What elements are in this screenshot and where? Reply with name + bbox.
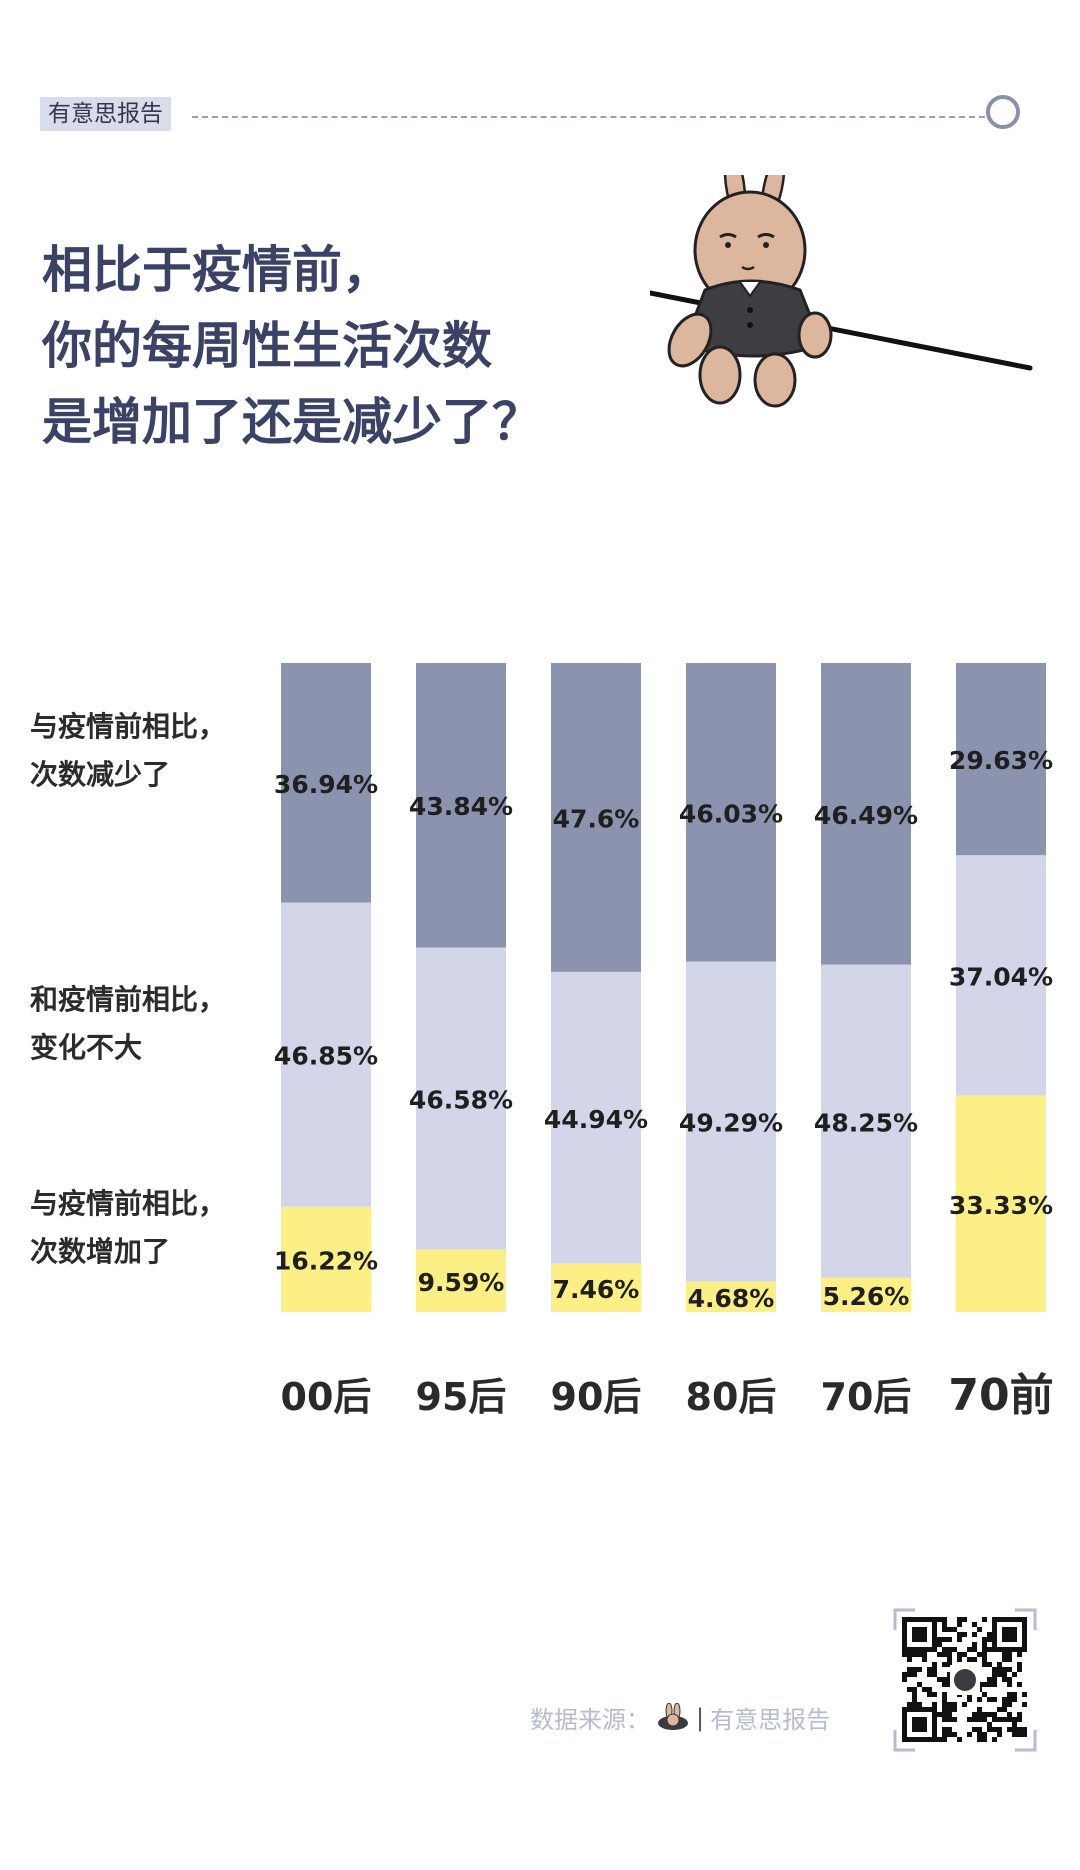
category-label-80后: 80后	[686, 1375, 777, 1419]
title-line-3: 是增加了还是减少了？	[42, 393, 542, 451]
category-label-90后: 90后	[551, 1375, 642, 1419]
data-label-70后-0: 46.49%	[814, 801, 918, 830]
legend-label-increased: 与疫情前相比， 次数增加了	[30, 1180, 226, 1276]
data-label-00后-2: 16.22%	[274, 1246, 378, 1275]
category-label-00后: 00后	[281, 1375, 372, 1419]
bar-segment-80后-2	[686, 1281, 776, 1312]
bar-segment-95后-0	[416, 663, 506, 948]
data-label-80后-0: 46.03%	[679, 799, 783, 828]
bar-segment-95后-1	[416, 947, 506, 1250]
page-title: 相比于疫情前， 你的每周性生活次数 是增加了还是减少了？	[42, 232, 542, 460]
data-label-90后-1: 44.94%	[544, 1105, 648, 1134]
category-label-70后: 70后	[821, 1375, 912, 1419]
data-label-00后-0: 36.94%	[274, 770, 378, 799]
data-label-00后-1: 46.85%	[274, 1042, 378, 1071]
bar-segment-90后-0	[551, 663, 641, 972]
legend-label-decreased: 与疫情前相比， 次数减少了	[30, 703, 226, 799]
bar-segment-70前-2	[956, 1095, 1046, 1312]
legend-decreased-line-2: 次数减少了	[30, 758, 171, 791]
data-label-70前-2: 33.33%	[949, 1191, 1053, 1220]
category-label-95后: 95后	[416, 1375, 507, 1419]
bar-segment-70前-1	[956, 855, 1046, 1096]
bar-segment-00后-0	[281, 663, 371, 903]
data-label-70前-1: 37.04%	[949, 962, 1053, 991]
legend-same-line-2: 变化不大	[30, 1031, 143, 1064]
data-label-95后-2: 9.59%	[418, 1268, 505, 1297]
data-label-70后-1: 48.25%	[814, 1108, 918, 1137]
bar-segment-80后-0	[686, 663, 776, 962]
data-label-95后-0: 43.84%	[409, 792, 513, 821]
bar-segment-95后-2	[416, 1249, 506, 1312]
brand-tag: 有意思报告	[40, 97, 171, 131]
legend-label-same: 和疫情前相比， 变化不大	[30, 976, 226, 1072]
category-label-70前: 70前	[948, 1370, 1053, 1421]
dashed-divider	[192, 116, 985, 118]
stacked-bar-chart: 36.94% 46.85% 16.22% 00后 43.84% 46.58% 9.59% 95…	[274, 663, 1054, 1421]
rabbit-logo-icon	[658, 1702, 688, 1730]
data-label-70后-2: 5.26%	[823, 1282, 910, 1311]
data-label-90后-2: 7.46%	[553, 1275, 640, 1304]
legend-increased-line-1: 与疫情前相比，	[30, 1187, 227, 1220]
legend-decreased-line-1: 与疫情前相比，	[30, 710, 227, 743]
data-label-70前-0: 29.63%	[949, 746, 1053, 775]
data-label-80后-1: 49.29%	[679, 1109, 783, 1138]
bar-segment-80后-1	[686, 961, 776, 1282]
bar-segment-70后-2	[821, 1277, 911, 1312]
data-label-80后-2: 4.68%	[688, 1284, 775, 1313]
title-line-2: 你的每周性生活次数	[42, 317, 492, 375]
bar-segment-00后-1	[281, 902, 371, 1207]
legend-increased-line-2: 次数增加了	[30, 1235, 171, 1268]
bar-segment-00后-2	[281, 1206, 371, 1312]
rabbit-mascot-illustration	[650, 175, 1033, 408]
bar-segment-70前-0	[956, 663, 1046, 856]
bar-segment-90后-1	[551, 971, 641, 1264]
legend-same-line-1: 和疫情前相比，	[30, 983, 227, 1016]
data-source-footer: 数据来源： | 有意思报告	[530, 1700, 830, 1735]
bar-segment-90后-2	[551, 1263, 641, 1312]
data-label-90后-0: 47.6%	[553, 804, 640, 833]
source-divider: |	[696, 1703, 705, 1732]
bar-segment-70后-1	[821, 964, 911, 1278]
title-line-1: 相比于疫情前，	[42, 241, 392, 299]
source-label: 数据来源：	[530, 1706, 650, 1734]
qr-code-image	[893, 1608, 1037, 1752]
qr-code[interactable]	[890, 1605, 1040, 1755]
circle-icon	[986, 95, 1020, 129]
source-name: 有意思报告	[710, 1706, 831, 1734]
bar-segment-70后-0	[821, 663, 911, 965]
data-label-95后-1: 46.58%	[409, 1086, 513, 1115]
